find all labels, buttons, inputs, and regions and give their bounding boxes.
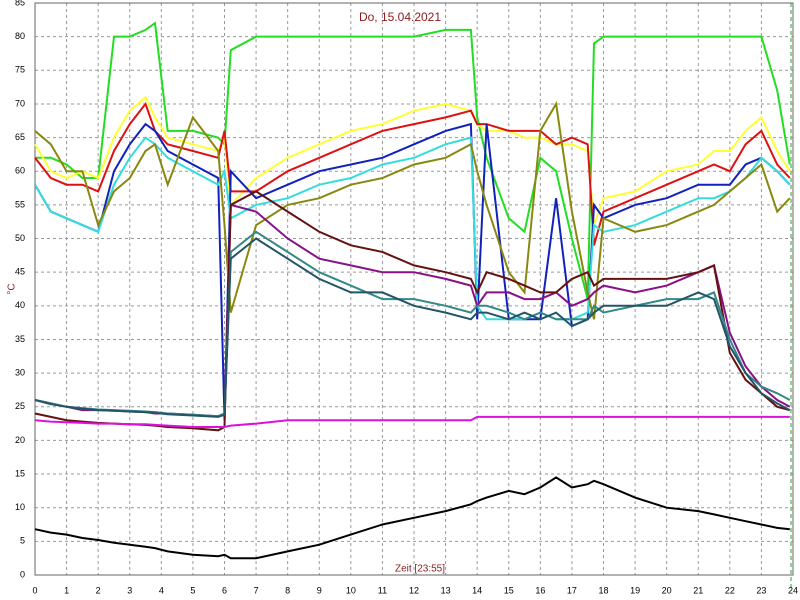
x-tick-label: 5 [190, 585, 195, 595]
x-tick-label: 23 [756, 585, 766, 595]
x-tick-label: 13 [441, 585, 451, 595]
y-tick-label: 70 [15, 98, 25, 108]
y-tick-label: 65 [15, 132, 25, 142]
y-tick-label: 35 [15, 334, 25, 344]
y-tick-label: 0 [20, 569, 25, 579]
x-tick-label: 0 [32, 585, 37, 595]
x-tick-label: 8 [285, 585, 290, 595]
x-tick-label: 22 [725, 585, 735, 595]
series-line [34, 122, 791, 421]
y-tick-label: 30 [15, 367, 25, 377]
x-tick-label: 1 [64, 585, 69, 595]
series-line [34, 415, 790, 428]
y-tick-label: 60 [15, 166, 25, 176]
x-tick-label: 15 [504, 585, 514, 595]
x-tick-label: 12 [409, 585, 419, 595]
x-tick-label: 17 [567, 585, 577, 595]
y-tick-label: 20 [15, 435, 25, 445]
x-tick-label: 16 [535, 585, 545, 595]
plot-frame [34, 2, 794, 576]
x-tick-label: 14 [472, 585, 482, 595]
x-tick-label: 3 [127, 585, 132, 595]
x-tick-label: 18 [598, 585, 608, 595]
y-axis-label: °C [7, 283, 18, 294]
x-tick-label: 7 [254, 585, 259, 595]
y-tick-label: 25 [15, 401, 25, 411]
chart-title: Do, 15.04.2021 [359, 10, 441, 24]
x-tick-label: 2 [96, 585, 101, 595]
y-tick-label: 45 [15, 267, 25, 277]
series-line [34, 476, 790, 560]
x-axis-label: Zeit [23:55] [395, 564, 445, 575]
y-tick-label: 75 [15, 65, 25, 75]
x-tick-label: 10 [346, 585, 356, 595]
series-line [34, 136, 791, 321]
x-tick-label: 9 [317, 585, 322, 595]
series-line [34, 95, 791, 226]
y-tick-label: 50 [15, 233, 25, 243]
y-tick-label: 55 [15, 199, 25, 209]
x-tick-label: 6 [222, 585, 227, 595]
x-tick-label: 24 [788, 585, 798, 595]
x-tick-label: 4 [159, 585, 164, 595]
series-line [34, 237, 791, 418]
y-tick-label: 10 [15, 502, 25, 512]
x-tick-label: 21 [693, 585, 703, 595]
x-tick-label: 20 [662, 585, 672, 595]
y-tick-label: 5 [20, 536, 25, 546]
series-line [34, 100, 791, 320]
y-tick-label: 80 [15, 31, 25, 41]
y-tick-label: 40 [15, 300, 25, 310]
x-tick-label: 11 [378, 585, 387, 595]
series-line [35, 21, 791, 300]
x-tick-label: 19 [630, 585, 640, 595]
series-line [34, 101, 791, 246]
y-tick-label: 85 [15, 0, 25, 7]
y-tick-label: 15 [15, 468, 25, 478]
